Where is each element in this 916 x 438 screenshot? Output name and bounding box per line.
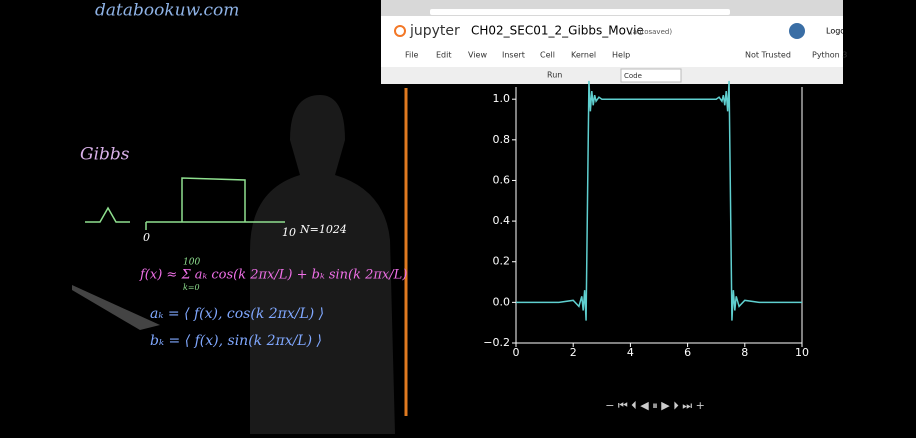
- formula: aₖ = ⟨ f(x), cos(k 2πx/L) ⟩: [150, 306, 324, 322]
- formula: f(x) ≈ Σ aₖ cos(k 2πx/L) + bₖ sin(k 2πx/…: [139, 268, 407, 283]
- address-bar: [430, 9, 730, 15]
- x-tick-label: 4: [627, 346, 634, 359]
- y-tick-label: 0.6: [493, 173, 511, 186]
- menu-item[interactable]: Help: [612, 51, 630, 60]
- sketch-label: N=1024: [299, 223, 347, 236]
- y-tick-label: −0.2: [483, 336, 510, 349]
- formula: bₖ = ⟨ f(x), sin(k 2πx/L) ⟩: [150, 333, 322, 349]
- y-tick-label: 1.0: [493, 92, 511, 105]
- heading: Gibbs: [80, 145, 130, 165]
- trust-status[interactable]: Not Trusted: [745, 51, 791, 60]
- menu-item[interactable]: View: [468, 51, 487, 60]
- sketch-peak: [85, 206, 130, 223]
- menu-item[interactable]: Kernel: [571, 51, 596, 60]
- laptop: [72, 285, 160, 330]
- sketch-label: 0: [143, 231, 150, 244]
- y-tick-label: 0.2: [493, 255, 511, 268]
- cell-type[interactable]: Code: [624, 72, 642, 80]
- toolbar: [381, 67, 843, 84]
- x-tick-label: 0: [513, 346, 520, 359]
- y-tick-label: 0.0: [493, 295, 511, 308]
- jupyter-logo: [394, 25, 406, 37]
- kernel-name: Python 3: [812, 51, 847, 60]
- menu-item[interactable]: Edit: [436, 51, 452, 60]
- series-line: [516, 80, 802, 321]
- sketch-square: [145, 177, 285, 230]
- sum-limit: 100: [183, 258, 200, 268]
- menu-item[interactable]: Insert: [502, 51, 525, 60]
- logo-text: jupyter: [409, 23, 460, 39]
- y-tick-label: 0.4: [493, 214, 511, 227]
- sum-limit: k=0: [183, 283, 200, 292]
- python-logo: [789, 23, 805, 39]
- menu-item[interactable]: Cell: [540, 51, 555, 60]
- y-tick-label: 0.8: [493, 133, 511, 146]
- save-status: (autosaved): [630, 28, 672, 36]
- x-tick-label: 10: [795, 346, 809, 359]
- x-tick-label: 6: [684, 346, 691, 359]
- notebook-title[interactable]: CH02_SEC01_2_Gibbs_Movie: [471, 24, 644, 38]
- x-tick-label: 8: [741, 346, 748, 359]
- x-tick-label: 2: [570, 346, 577, 359]
- sketch-label: 10: [282, 226, 296, 239]
- cell-type-select[interactable]: [620, 68, 682, 83]
- logout[interactable]: Logo: [826, 27, 845, 36]
- run-button[interactable]: Run: [547, 71, 562, 80]
- animation-controls[interactable]: − ⏮ ⏴ ◀ ⏸ ▶ ⏵ ⏭ +: [605, 399, 705, 412]
- menu-item[interactable]: File: [405, 51, 418, 60]
- presenter: [250, 95, 395, 434]
- site: databookuw.com: [95, 1, 239, 21]
